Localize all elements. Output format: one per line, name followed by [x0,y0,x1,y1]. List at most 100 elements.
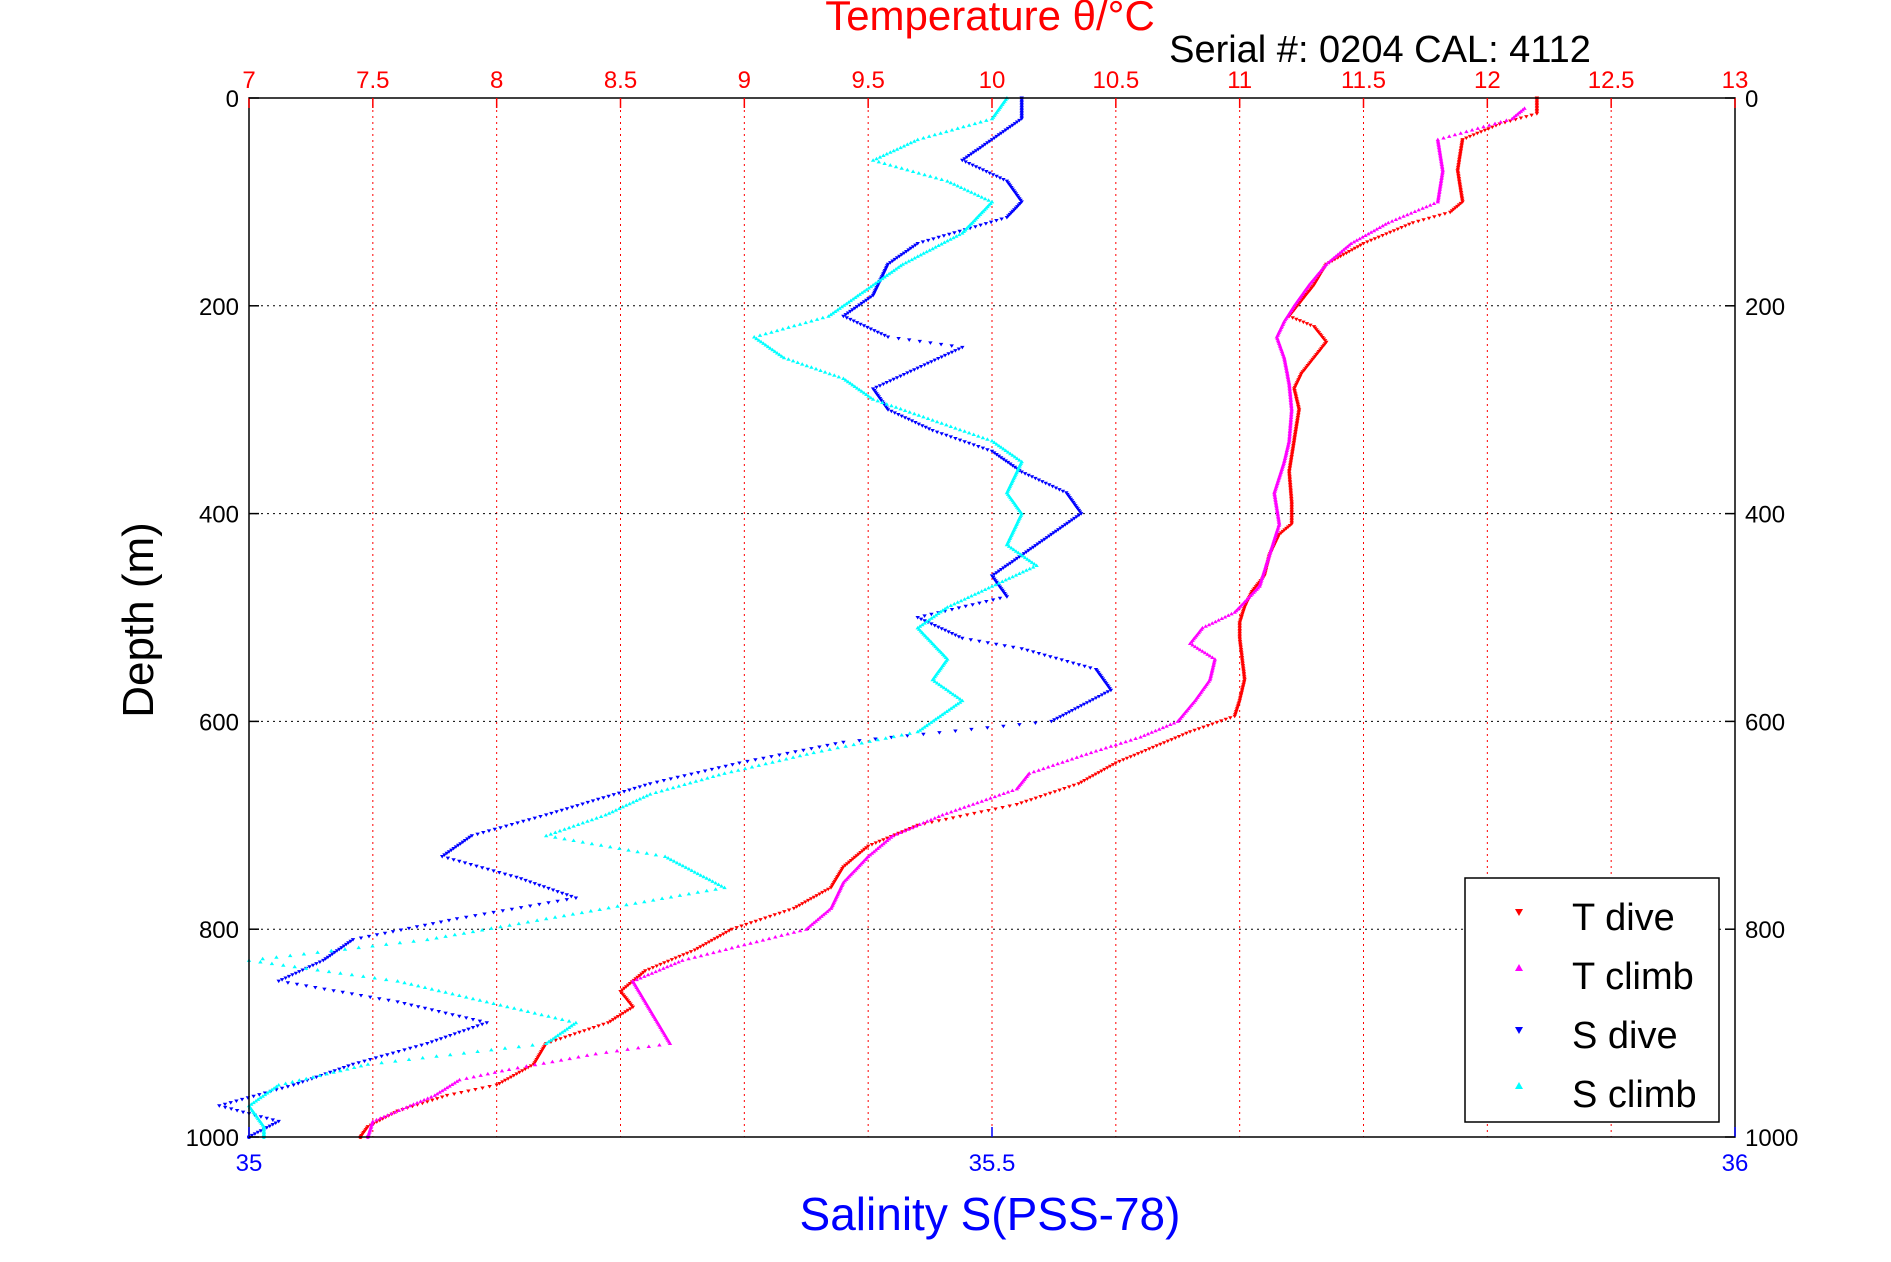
data-point [925,361,931,366]
data-point [1143,749,1148,753]
data-point [644,851,649,855]
data-point [972,121,978,126]
data-point [1165,739,1170,744]
data-point [442,853,447,857]
data-point [898,263,903,268]
data-point [1222,615,1228,619]
data-point [1093,749,1099,753]
data-point [1287,429,1293,433]
data-point [1401,214,1406,218]
data-point [1012,122,1018,126]
data-point [464,1076,469,1080]
data-point [883,840,888,844]
data-point [912,411,917,416]
data-point [966,430,972,435]
data-point [477,998,483,1002]
data-point [444,1085,450,1090]
data-point [1008,561,1013,566]
data-point [916,413,921,417]
data-point [955,695,960,699]
data-point [924,619,929,623]
data-point [850,308,855,312]
data-point [902,416,908,420]
data-point [505,1004,510,1009]
data-point [1287,381,1292,386]
data-point [674,860,680,865]
data-point [1072,516,1077,521]
data-point [1436,143,1441,148]
data-point [936,819,942,823]
data-point [1070,709,1075,713]
data-point [596,797,601,802]
data-point [953,437,958,441]
data-point [945,605,950,609]
data-point [864,298,869,303]
data-point [258,1129,264,1133]
data-point [1274,506,1279,510]
data-point [868,395,873,400]
series-t-climb [365,106,1527,1139]
data-point [572,1032,577,1036]
data-point [668,895,674,899]
data-point [378,1116,383,1120]
data-point [1282,459,1287,464]
data-point [875,398,880,403]
data-point [502,1046,508,1050]
data-point [467,835,472,840]
data-point [850,382,855,387]
data-point [1164,724,1169,728]
data-point [334,949,340,953]
data-point [1076,513,1082,518]
data-point [1184,731,1189,736]
data-point [817,892,822,896]
data-point [400,1106,405,1111]
data-point [742,942,747,947]
data-point [1210,668,1215,672]
data-point [658,962,663,967]
data-point [258,1115,264,1119]
data-point [1010,788,1015,792]
data-point [803,320,808,325]
data-point [1447,134,1452,138]
data-point [473,1088,478,1092]
data-point [646,1044,651,1048]
data-point [969,190,974,194]
data-point [1289,404,1294,409]
data-point [573,896,579,900]
data-point [1132,753,1137,758]
data-point [966,162,972,166]
data-point [917,339,922,344]
data-point [878,332,884,336]
data-point [374,933,380,937]
data-point [1145,731,1151,736]
data-point [253,1099,259,1103]
data-point [396,1108,401,1112]
data-point [951,235,956,240]
data-point [667,1041,673,1045]
data-point [413,1045,419,1049]
data-point [1475,131,1480,136]
data-point [1202,650,1208,655]
legend-entry-t-climb: T climb [1515,956,1694,998]
temperature-tick-label: 7 [242,67,255,94]
data-point [1437,150,1442,154]
data-point [1448,210,1453,215]
data-point [989,438,995,443]
x-axis-label-salinity: Salinity S(PSS-78) [800,1188,1181,1240]
data-point [794,905,799,909]
data-point [223,1105,228,1110]
data-point [1438,153,1443,157]
data-point [774,328,780,333]
data-point [598,814,604,818]
data-point [622,790,627,794]
data-point [1019,801,1024,805]
data-point [896,337,901,341]
data-point [1022,472,1028,476]
data-point [1284,368,1289,372]
data-point [653,969,658,974]
data-point [1003,564,1008,569]
data-point [1229,611,1234,616]
data-point [322,987,327,992]
data-point [329,948,334,953]
data-point [899,166,904,170]
